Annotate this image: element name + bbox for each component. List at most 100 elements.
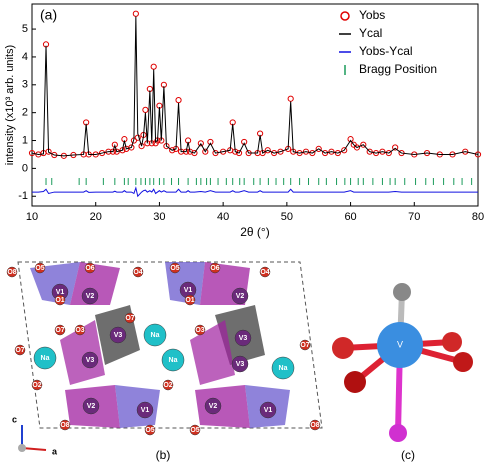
atom-label: V3 [239,335,248,342]
atom-label: O7 [300,342,309,349]
data-point [113,148,120,155]
data-point [321,149,329,157]
atom [194,324,206,336]
legend-label: Yobs [359,8,385,22]
atom [143,323,167,347]
atom [259,401,277,419]
atom [59,419,71,431]
y-tick-label: 0 [22,162,28,174]
coordination-panel: V (c) [332,283,473,462]
atom-label: O8 [60,422,69,429]
atom [231,287,249,305]
atom-label: V2 [86,293,95,300]
x-tick-label: 70 [408,211,420,223]
data-point [309,149,316,157]
data-point [353,144,361,151]
atom [74,324,86,336]
atom-label: V1 [141,407,150,414]
data-point [334,149,341,157]
atom [204,397,222,415]
atom [162,379,174,391]
atom [136,401,154,419]
atom [82,397,100,415]
atom-label: V2 [87,403,96,410]
data-point [302,148,310,155]
atom [14,344,26,356]
atom-v [377,322,423,368]
polyhedron [115,385,160,428]
atom-label: Na [169,357,178,364]
y-tick-label: 5 [22,23,28,35]
data-point [142,106,149,113]
data-point [474,151,482,158]
atom-label: O3 [195,327,204,334]
atom-label: V3 [114,332,123,339]
atom-label: Na [41,355,50,362]
data-point [328,148,335,155]
polyhedron [195,385,250,428]
atom [54,294,66,306]
atom-label: O4 [260,269,269,276]
data-point [150,63,157,70]
data-point [138,142,145,150]
y-tick-label: 1 [22,134,28,146]
atom-label: O5 [35,265,44,272]
atom [309,419,321,431]
atom-label: V1 [56,289,65,296]
atom-label: O7 [55,327,64,334]
atom-label: O5 [190,427,199,434]
data-point [128,144,135,151]
atom-label: O2 [32,382,41,389]
atom [234,329,252,347]
data-point [271,149,278,157]
data-point [379,148,386,155]
atom [31,379,43,391]
atom-label: V2 [236,293,245,300]
atom-o [393,283,411,301]
atom-label: O1 [185,297,194,304]
axis-a [21,447,47,451]
atom-label: O3 [75,327,84,334]
atom-label: O8 [7,269,16,276]
atom-label: O1 [55,297,64,304]
atom-label: V [397,339,403,349]
y-tick-label: 2 [22,107,28,119]
atom-label: O7 [125,315,134,322]
y-tick-label: 3 [22,79,28,91]
axis-label: a [52,446,58,456]
atom [161,348,185,372]
panel-label: (a) [40,7,57,23]
axis-origin [18,444,26,452]
data-point [360,141,367,148]
data-point [132,10,139,17]
atom-label: Na [151,332,160,339]
x-tick-label: 50 [281,211,293,223]
x-tick-label: 30 [153,211,165,223]
data-point [287,95,294,102]
atom-o [389,424,407,442]
atom [209,262,221,274]
atom-o [332,337,354,359]
data-point [207,138,214,146]
data-point [235,149,243,157]
data-point [392,144,399,151]
atom [84,262,96,274]
atom [109,326,127,344]
legend-marker [340,11,350,21]
polyhedron [190,320,235,385]
atom-label: O7 [15,347,24,354]
data-line [31,16,479,157]
x-tick-label: 80 [472,211,484,223]
data-point [385,149,392,157]
atom [124,312,136,324]
plot-frame [31,3,479,207]
atom [299,339,311,351]
axis-label: c [12,414,17,424]
atom-label: O5 [170,265,179,272]
panel-label: (b) [156,448,171,462]
data-point [98,149,106,157]
data-point [197,140,204,147]
data-point [111,141,118,148]
atom [231,355,249,373]
